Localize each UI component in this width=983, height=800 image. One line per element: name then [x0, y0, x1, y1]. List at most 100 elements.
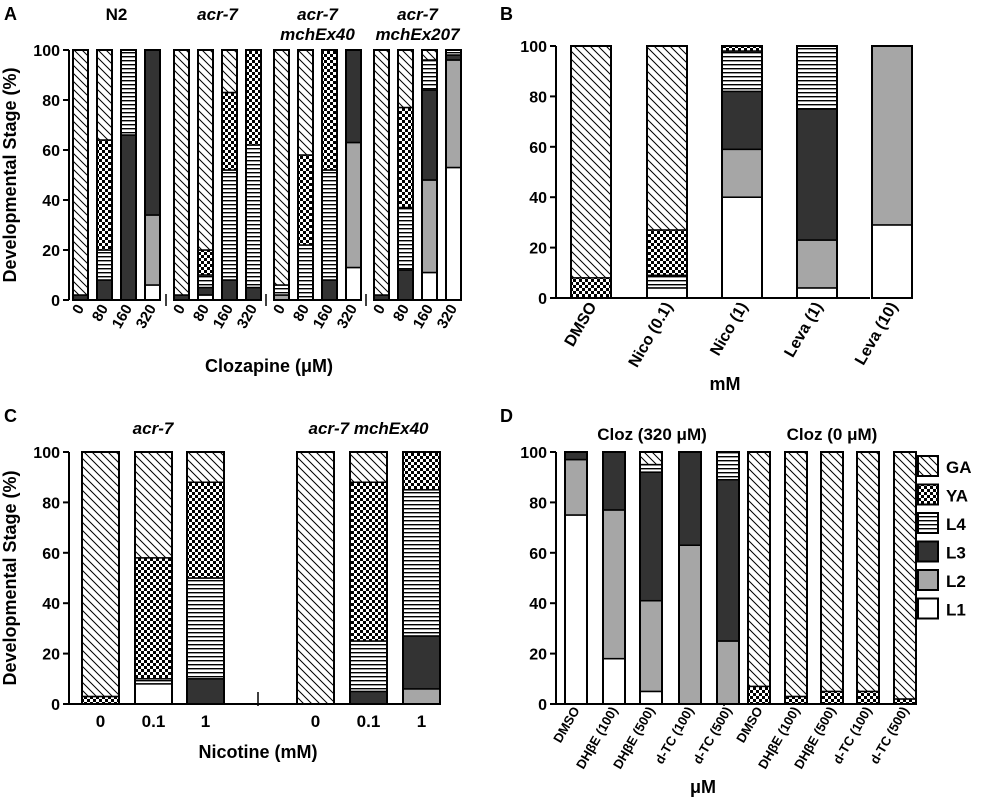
panel-b-bar-seg-l4	[796, 45, 838, 110]
panel-d-bar-seg-l2	[602, 509, 626, 660]
panel-a-group-label: mchEx40	[280, 25, 355, 44]
panel-d-bar-seg-l3	[602, 451, 626, 511]
panel-b-x-tick-label: DMSO	[562, 300, 601, 350]
panel-b-y-tick-label: 80	[529, 89, 547, 106]
panel-a-bar-seg-l3	[321, 279, 338, 301]
panel-a-y-tick-label: 100	[33, 43, 60, 60]
panel-b-y-tick-label: 20	[529, 241, 547, 258]
panel-d-y-tick-label: 100	[520, 445, 547, 462]
panel-d-group-label: Cloz (320 μM)	[597, 425, 707, 444]
panel-b-y-tick-label: 100	[520, 39, 547, 56]
legend-swatch-l4	[917, 512, 939, 534]
panel-b-bar-outline	[646, 45, 688, 299]
panel-c-y-tick-label: 20	[42, 647, 60, 664]
panel-a-bar-seg-ga	[221, 49, 238, 94]
panel-a-x-tick-label: 320	[334, 302, 361, 332]
panel-c-y-tick-label: 60	[42, 546, 60, 563]
panel-c-bar-seg-ga	[349, 451, 388, 483]
panel-c-group-label: acr-7	[133, 419, 175, 438]
panel-a-group-label: acr-7	[197, 5, 239, 24]
panel-d-y-tick-label: 60	[529, 546, 547, 563]
panel-c-group-label: acr-7 mchEx40	[308, 419, 429, 438]
panel-a-x-axis-title: Clozapine (μM)	[205, 356, 333, 376]
panel-c-bar-seg-ga	[186, 451, 225, 483]
panel-a-x-tick-label: 320	[434, 302, 461, 332]
panel-a-bar-seg-l4	[397, 206, 414, 271]
panel-b-bar-seg-l1	[871, 224, 913, 299]
panel-a-bar-seg-ya	[245, 49, 262, 146]
panel-d-bar-seg-ga	[784, 451, 808, 698]
legend-swatch-ya	[917, 483, 939, 506]
panel-d-bar-outline	[893, 451, 917, 705]
panel-a-y-tick-label: 0	[51, 293, 60, 310]
panel-b-y-tick-label: 40	[529, 190, 547, 207]
panel-b-bar-seg-l2	[721, 148, 763, 198]
panel-d-bar-seg-ga	[747, 451, 771, 688]
panel-c-x-tick-label: 0.1	[357, 712, 381, 731]
legend-swatch-l3	[917, 540, 939, 563]
panel-d-bar-seg-l4	[639, 463, 663, 473]
panel-b-bar-seg-l1	[646, 287, 688, 299]
panel-a-x-tick-label: 0	[170, 302, 189, 318]
panel-a-bar-seg-l1	[421, 271, 438, 301]
panel-d-x-tick-label: d-TC (500)	[690, 704, 735, 767]
panel-d-bar-seg-l3	[716, 478, 740, 642]
panel-a-x-tick-label: 160	[109, 302, 136, 332]
panel-a-bar-seg-l1	[345, 266, 362, 301]
panel-c-bar-seg-ya	[134, 557, 173, 680]
panel-c-y-tick-label: 100	[33, 445, 60, 462]
legend: GA YA L4 L3 L2 L1	[917, 455, 972, 620]
legend-label-l3: L3	[946, 544, 966, 563]
panel-c-bar-seg-ga	[81, 451, 120, 698]
panel-d-bar-outline	[784, 451, 808, 705]
panel-c-x-tick-label: 0	[96, 712, 105, 731]
panel-b-bar-seg-ya	[646, 229, 688, 277]
panel-a-bar-outline	[321, 49, 338, 301]
panel-c-bar-seg-ya	[81, 695, 120, 705]
panel-a-bar-outline	[96, 49, 113, 301]
panel-a-bar-seg-ga	[96, 49, 113, 141]
panel-d-bar-seg-ga	[820, 451, 844, 693]
panel-a-bar-seg-l3	[120, 134, 137, 301]
panel-a-bar-outline	[397, 49, 414, 301]
panel-a-bar-outline	[173, 49, 190, 301]
panel-a-bar-seg-l3	[345, 49, 362, 144]
panel-a-x-tick-label: 80	[390, 302, 413, 325]
legend-swatch-l1	[917, 597, 939, 620]
panel-d-bar-seg-l2	[716, 640, 740, 705]
panel-a-bar-seg-ya	[397, 106, 414, 209]
panel-b-bar-outline	[721, 45, 763, 299]
panel-a-x-tick-label: 0	[69, 302, 88, 318]
panel-a-bar-seg-l4	[96, 249, 113, 281]
panel-c-bar-seg-ga	[134, 451, 173, 559]
panel-a-bar-outline	[144, 49, 161, 301]
panel-a-x-tick-label: 160	[310, 302, 337, 332]
panel-c-bar-seg-ya	[349, 481, 388, 642]
panel-d-y-tick-label: 0	[538, 697, 547, 714]
panel-b-letter: B	[500, 4, 513, 24]
panel-d-x-tick-label: DMSO	[733, 704, 765, 745]
panel-c-bar-outline	[402, 451, 441, 705]
panel-a-x-tick-label: 0	[370, 302, 389, 318]
panel-c-bar-seg-l3	[186, 678, 225, 705]
panel-c-y-axis-title: Developmental Stage (%)	[0, 470, 20, 685]
panel-a-bar-seg-l1	[144, 284, 161, 301]
panel-d-bar-outline	[678, 451, 702, 705]
panel-a-bar-seg-l3	[397, 269, 414, 301]
panel-c-bar-seg-l4	[186, 577, 225, 680]
panel-a-bar-seg-l2	[421, 179, 438, 274]
panel-a-x-tick-label: 320	[234, 302, 261, 332]
panel-a-bar-outline	[345, 49, 362, 301]
panel-d-group-label: Cloz (0 μM)	[787, 425, 878, 444]
panel-a-bar-seg-l3	[245, 286, 262, 301]
panel-a-bar-seg-ga	[397, 49, 414, 109]
panel-a-bar-seg-l4	[197, 274, 214, 289]
panel-a-bar-outline	[72, 49, 89, 301]
panel-b-bar-outline	[570, 45, 612, 299]
panel-c-x-tick-label: 0	[311, 712, 320, 731]
panel-c-x-tick-label: 1	[201, 712, 210, 731]
panel-a-bar-seg-l3	[96, 279, 113, 301]
panel-d-bar-seg-l2	[564, 458, 588, 516]
